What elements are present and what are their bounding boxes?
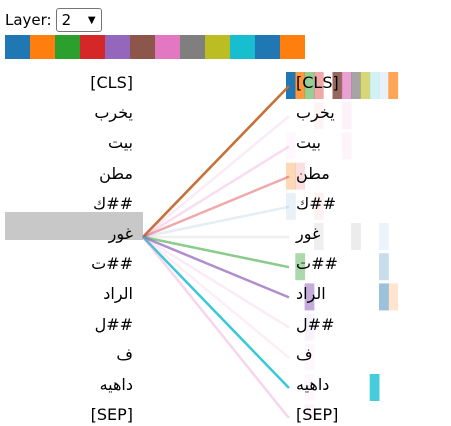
right-token[interactable]: [CLS] bbox=[296, 73, 339, 92]
head-attention-cell bbox=[295, 162, 306, 190]
head-swatch-3[interactable] bbox=[80, 35, 105, 59]
attention-line bbox=[142, 115, 290, 238]
right-token[interactable]: ل## bbox=[296, 314, 335, 334]
right-token[interactable]: الراد bbox=[296, 284, 326, 304]
head-attention-cell bbox=[341, 102, 352, 130]
attention-line bbox=[142, 175, 290, 239]
head-attention-cell bbox=[304, 283, 315, 311]
head-color-legend bbox=[5, 35, 305, 59]
attention-line bbox=[142, 85, 290, 238]
attention-line bbox=[142, 235, 290, 329]
right-token[interactable]: ك## bbox=[296, 193, 336, 213]
left-token[interactable]: مطن bbox=[99, 163, 133, 183]
left-token[interactable]: ف bbox=[116, 344, 133, 364]
left-token[interactable]: ك## bbox=[93, 193, 133, 213]
layer-select-value: 2 bbox=[61, 11, 72, 29]
head-attention-cell bbox=[379, 283, 389, 311]
left-token[interactable]: الراد bbox=[103, 284, 133, 304]
attention-line bbox=[142, 236, 290, 418]
head-attention-cell bbox=[304, 404, 315, 418]
left-token[interactable]: يخرب bbox=[94, 103, 133, 123]
head-attention-cell bbox=[286, 132, 296, 160]
head-attention-cell bbox=[304, 343, 315, 371]
chevron-down-icon: ▼ bbox=[87, 14, 96, 26]
head-swatch-0[interactable] bbox=[5, 35, 30, 59]
right-token[interactable]: مطن bbox=[296, 163, 330, 183]
head-swatch-2[interactable] bbox=[55, 35, 80, 59]
head-attention-cell bbox=[379, 72, 389, 99]
head-swatch-9[interactable] bbox=[230, 35, 255, 59]
left-token[interactable]: داهيه bbox=[99, 375, 133, 394]
head-attention-cell bbox=[304, 374, 315, 401]
right-token[interactable]: يخرب bbox=[296, 103, 335, 123]
head-attention-cell bbox=[313, 102, 324, 130]
head-swatch-5[interactable] bbox=[130, 35, 155, 59]
head-attention-cell bbox=[286, 72, 296, 99]
head-attention-cell bbox=[304, 313, 315, 341]
right-token[interactable]: [SEP] bbox=[296, 405, 339, 425]
head-attention-cell bbox=[313, 192, 324, 220]
attention-line bbox=[142, 235, 290, 299]
head-attention-cell bbox=[313, 223, 324, 250]
head-swatch-1[interactable] bbox=[30, 35, 55, 59]
head-attention-cell bbox=[332, 72, 343, 99]
head-swatch-8[interactable] bbox=[205, 35, 230, 59]
layer-control: Layer: 2 ▼ bbox=[5, 8, 102, 32]
head-attention-cell bbox=[295, 72, 306, 99]
right-token[interactable]: ت## bbox=[296, 254, 338, 274]
left-token[interactable]: ت## bbox=[91, 254, 133, 274]
head-attention-cell bbox=[286, 162, 296, 190]
left-token[interactable]: [CLS] bbox=[90, 73, 133, 92]
head-swatch-10[interactable] bbox=[255, 35, 280, 59]
head-attention-cell bbox=[360, 72, 371, 99]
head-attention-cell bbox=[341, 132, 352, 160]
left-token[interactable]: بيت bbox=[108, 133, 133, 153]
head-swatch-6[interactable] bbox=[155, 35, 180, 59]
attention-line bbox=[142, 235, 290, 269]
head-swatch-11[interactable] bbox=[280, 35, 305, 59]
right-token[interactable]: بيت bbox=[296, 133, 321, 153]
head-attention-cell bbox=[304, 72, 315, 99]
head-attention-cell bbox=[379, 253, 389, 281]
head-attention-cell bbox=[351, 72, 361, 99]
layer-label: Layer: bbox=[5, 11, 52, 29]
head-attention-cell bbox=[295, 253, 306, 281]
head-attention-cell bbox=[369, 374, 380, 401]
head-attention-cell bbox=[351, 223, 361, 250]
head-attention-cell bbox=[286, 192, 296, 220]
head-attention-cell bbox=[369, 72, 380, 99]
head-attention-cell bbox=[341, 72, 352, 99]
left-token[interactable]: [SEP] bbox=[90, 405, 133, 425]
head-swatch-7[interactable] bbox=[180, 35, 205, 59]
right-token[interactable]: غور bbox=[296, 224, 321, 243]
head-swatch-4[interactable] bbox=[105, 35, 130, 59]
focused-token-highlight bbox=[5, 212, 143, 240]
head-attention-cell bbox=[379, 223, 389, 250]
attention-line bbox=[142, 205, 290, 239]
right-token[interactable]: داهيه bbox=[296, 375, 330, 394]
layer-select[interactable]: 2 ▼ bbox=[55, 8, 102, 32]
head-attention-cell bbox=[313, 72, 324, 99]
attention-line bbox=[142, 236, 290, 389]
left-token[interactable]: ل## bbox=[94, 314, 133, 334]
left-token[interactable]: غور bbox=[108, 224, 133, 243]
right-token[interactable]: ف bbox=[296, 344, 313, 364]
head-attention-cell bbox=[388, 72, 399, 99]
attention-line bbox=[142, 236, 290, 359]
head-attention-cell bbox=[388, 283, 399, 311]
attention-line bbox=[142, 145, 290, 239]
